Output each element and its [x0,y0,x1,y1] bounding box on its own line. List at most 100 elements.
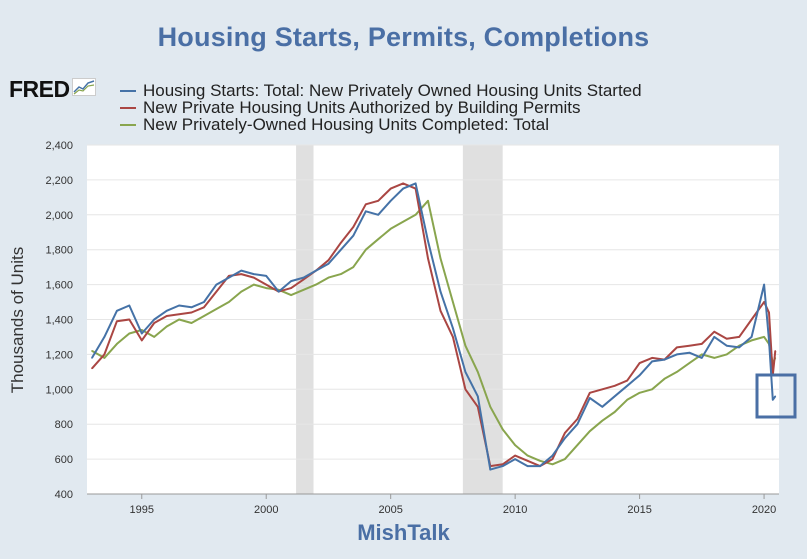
series-point-completions [676,371,678,373]
series-point-completions [414,214,417,216]
series-point-starts [190,306,193,309]
series-point-permits [340,241,342,244]
y-tick-label: 1,800 [45,245,73,257]
series-point-permits [91,367,93,370]
series-point-permits [327,259,330,261]
series-point-permits [651,357,653,359]
series-point-permits [364,203,367,206]
legend-item-completions[interactable]: New Privately-Owned Housing Units Comple… [120,116,642,133]
series-point-starts [364,210,367,213]
series-point-completions [340,273,342,275]
series-point-completions [750,339,753,342]
series-point-permits [215,290,218,293]
series-point-permits [551,458,554,460]
series-point-permits [140,339,143,342]
series-point-permits [688,344,691,347]
series-point-starts [128,304,131,307]
series-point-permits [290,287,292,289]
legend-swatch-permits [120,106,136,109]
legend-label-completions: New Privately-Owned Housing Units Comple… [143,115,549,134]
series-point-permits [514,454,516,457]
series-point-completions [352,266,355,268]
series-point-starts [140,332,143,335]
x-tick-label: 2005 [378,504,402,516]
series-point-starts [589,397,591,399]
series-point-permits [464,388,467,391]
series-point-starts [626,385,628,387]
series-point-completions [464,344,467,347]
series-point-completions [190,322,193,324]
y-tick-label: 2,400 [45,140,73,152]
y-tick-label: 800 [55,419,73,431]
series-point-starts [427,240,429,242]
series-point-permits [725,337,728,340]
y-tick-label: 1,200 [45,349,73,361]
series-point-starts [613,395,616,398]
series-point-permits [763,301,765,303]
series-point-starts [551,454,554,457]
series-point-starts [750,336,753,338]
series-point-completions [526,454,529,457]
series-point-permits [589,391,591,394]
legend-swatch-completions [120,123,136,126]
series-point-completions [477,371,479,373]
series-point-starts [228,276,230,279]
series-point-permits [701,343,703,345]
series-point-starts [576,423,579,426]
series-point-starts [701,357,703,359]
series-point-permits [302,278,305,281]
series-point-completions [178,318,180,321]
series-point-completions [377,238,380,241]
x-tick-label: 2000 [254,504,278,516]
series-point-starts [203,301,205,303]
series-point-permits [526,460,529,462]
y-tick-label: 2,200 [45,175,73,187]
series-point-completions [501,428,504,431]
series-point-completions [203,315,205,317]
series-point-starts [352,234,355,237]
series-point-starts [768,339,770,342]
series-point-completions [589,430,591,432]
legend-item-starts[interactable]: Housing Starts: Total: New Privately Own… [120,82,642,99]
series-point-starts [489,468,492,471]
series-point-starts [501,465,504,467]
series-point-completions [265,287,268,289]
series-point-starts [389,200,392,202]
series-point-starts [327,262,330,265]
series-point-permits [190,311,193,314]
series-point-starts [663,358,666,361]
series-point-permits [452,336,454,338]
series-point-completions [389,227,392,230]
series-point-permits [601,388,604,391]
series-point-permits [352,226,355,228]
series-point-permits [240,273,243,275]
series-point-starts [116,309,118,312]
series-point-completions [651,388,653,391]
series-point-starts [763,283,765,286]
series-point-completions [725,353,728,356]
series-point-starts [414,182,417,185]
series-point-starts [638,374,641,377]
series-point-permits [116,320,118,323]
series-point-completions [252,283,255,286]
series-point-completions [402,220,404,223]
legend-item-permits[interactable]: New Private Housing Units Authorized by … [120,99,642,116]
series-point-completions [215,308,218,310]
series-point-completions [128,332,131,335]
x-tick-label: 2020 [752,504,776,516]
series-point-permits [774,350,777,352]
series-point-starts [774,395,777,398]
legend-label-starts: Housing Starts: Total: New Privately Own… [143,81,642,100]
series-point-permits [626,379,628,382]
series-point-permits [103,353,106,356]
series-point-completions [153,336,156,338]
series-point-starts [738,346,740,349]
series-point-permits [768,311,770,314]
series-point-starts [153,318,156,321]
series-point-completions [364,248,367,251]
series-point-permits [203,306,205,309]
series-point-completions [688,362,691,364]
series-point-completions [91,350,93,352]
series-point-permits [128,318,131,321]
fred-graph-icon [71,78,96,101]
